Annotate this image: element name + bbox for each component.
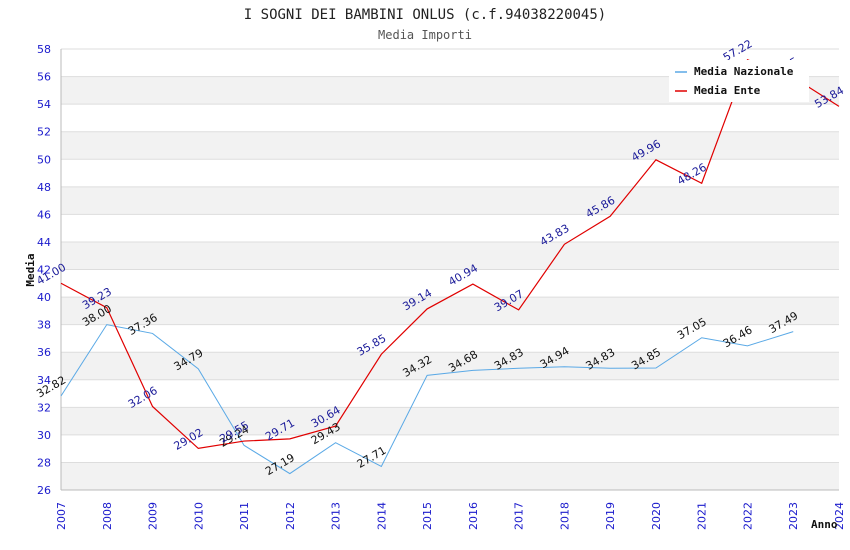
chart-title: I SOGNI DEI BAMBINI ONLUS (c.f.940382200… [244, 7, 606, 23]
y-tick-label: 32 [37, 401, 51, 414]
x-tick-label: 2012 [284, 502, 297, 530]
y-tick-label: 42 [37, 264, 51, 277]
grid-band [61, 462, 839, 490]
y-tick-label: 28 [37, 456, 51, 469]
grid-band [61, 104, 839, 132]
grid-band [61, 269, 839, 298]
y-tick-label: 30 [37, 429, 51, 442]
legend: Media Nazionale Media Ente [669, 60, 809, 102]
x-tick-label: 2008 [101, 502, 114, 530]
x-tick-label: 2022 [741, 502, 754, 530]
series-line-ente [60, 58, 840, 450]
y-tick-label: 54 [37, 98, 51, 111]
axes [60, 49, 839, 491]
x-tick-label: 2015 [421, 502, 434, 530]
x-tick-label: 2021 [696, 502, 709, 530]
x-tick-label: 2007 [55, 502, 68, 530]
y-axis-label: Media [24, 253, 37, 286]
y-tick-label: 40 [37, 291, 51, 304]
grid-band [61, 241, 839, 270]
series-lines [60, 58, 840, 475]
x-tick-label: 2019 [604, 502, 617, 530]
y-tick-label: 36 [37, 346, 51, 359]
y-axis-ticks: 26 28 30 32 34 36 38 40 42 44 46 48 50 52 54 56 58 [37, 43, 51, 497]
y-tick-label: 38 [37, 319, 51, 332]
series-line-nazionale [60, 324, 794, 475]
x-tick-label: 2018 [558, 502, 571, 530]
x-tick-label: 2014 [375, 502, 388, 530]
grid-band [61, 159, 839, 187]
x-tick-label: 2010 [192, 502, 205, 530]
x-tick-label: 2023 [787, 502, 800, 530]
x-tick-label: 2024 [833, 502, 846, 530]
grid-band [61, 131, 839, 160]
x-tick-label: 2011 [238, 502, 251, 530]
y-tick-label: 48 [37, 181, 51, 194]
x-tick-label: 2016 [467, 502, 480, 530]
grid-band [61, 214, 839, 242]
legend-label-nazionale: Media Nazionale [694, 65, 794, 78]
y-tick-label: 58 [37, 43, 51, 56]
y-tick-label: 52 [37, 126, 51, 139]
legend-box [669, 60, 809, 102]
y-tick-label: 34 [37, 374, 51, 387]
grid-band [61, 434, 839, 463]
y-tick-label: 26 [37, 484, 51, 497]
grid-band [61, 352, 839, 380]
y-tick-label: 50 [37, 153, 51, 166]
grid-band [61, 407, 839, 435]
x-axis-label: Anno [811, 518, 838, 531]
x-axis-ticks: 2007 2008 2009 2010 2011 2012 2013 2014 2015 2016… [55, 502, 846, 530]
x-tick-label: 2017 [513, 502, 526, 530]
grid-bands [61, 49, 839, 490]
y-tick-label: 56 [37, 71, 51, 84]
y-tick-label: 44 [37, 236, 51, 249]
legend-label-ente: Media Ente [694, 84, 761, 97]
y-tick-label: 46 [37, 208, 51, 221]
x-tick-label: 2013 [330, 502, 343, 530]
gridlines [61, 48, 839, 491]
grid-band [61, 297, 839, 325]
chart-subtitle: Media Importi [378, 28, 472, 42]
grid-band [61, 324, 839, 353]
grid-band [61, 379, 839, 408]
x-tick-label: 2009 [147, 502, 160, 530]
x-tick-label: 2020 [650, 502, 663, 530]
grid-band [61, 186, 839, 215]
